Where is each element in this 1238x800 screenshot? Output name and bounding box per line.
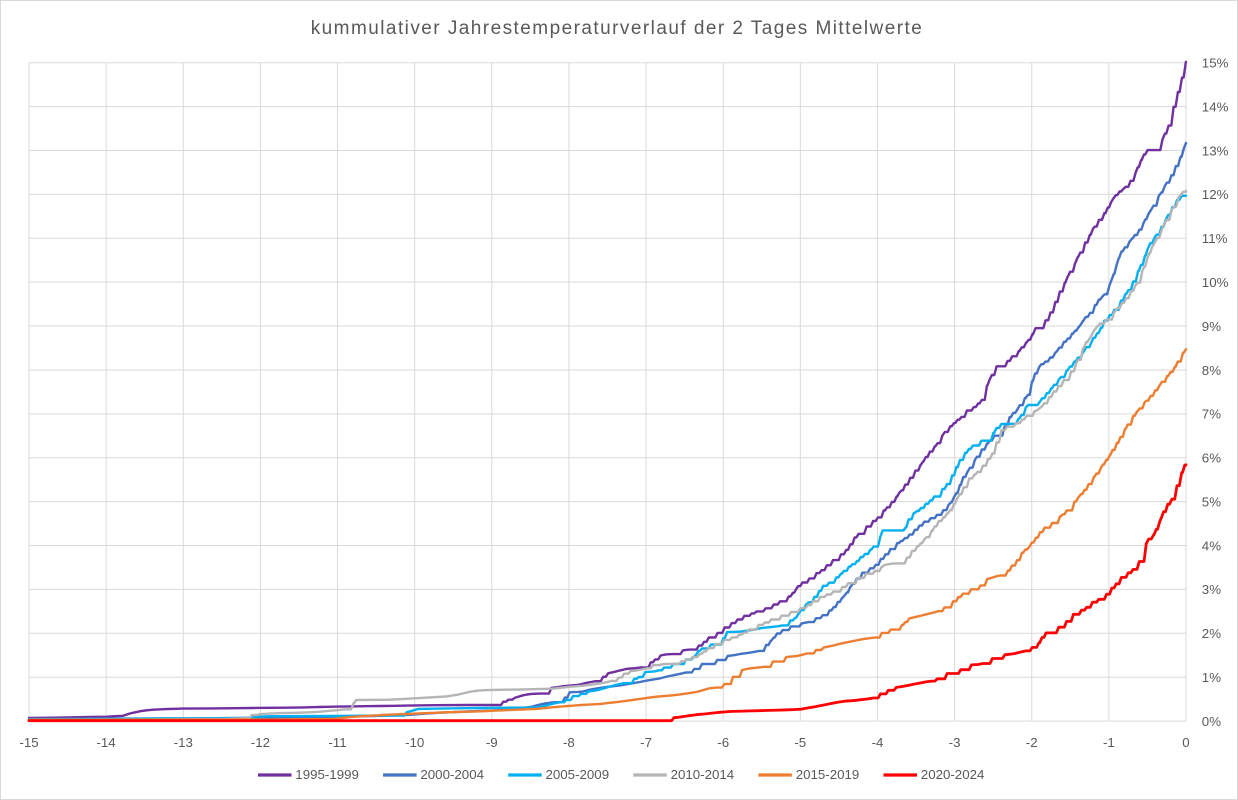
svg-text:2000-2004: 2000-2004: [420, 767, 484, 782]
svg-text:3%: 3%: [1202, 582, 1221, 597]
svg-text:-4: -4: [872, 735, 884, 750]
svg-text:14%: 14%: [1202, 99, 1229, 114]
svg-text:2%: 2%: [1202, 626, 1221, 641]
svg-text:5%: 5%: [1202, 494, 1221, 509]
svg-text:-5: -5: [794, 735, 806, 750]
svg-text:-10: -10: [405, 735, 424, 750]
svg-text:-8: -8: [563, 735, 575, 750]
svg-text:8%: 8%: [1202, 363, 1221, 378]
svg-text:-9: -9: [486, 735, 498, 750]
svg-text:2020-2024: 2020-2024: [921, 767, 985, 782]
svg-text:-7: -7: [640, 735, 652, 750]
svg-text:-14: -14: [96, 735, 115, 750]
svg-text:10%: 10%: [1202, 275, 1229, 290]
svg-text:-15: -15: [19, 735, 38, 750]
svg-text:-3: -3: [949, 735, 961, 750]
svg-text:6%: 6%: [1202, 451, 1221, 466]
svg-text:2010-2014: 2010-2014: [671, 767, 735, 782]
svg-text:15%: 15%: [1202, 56, 1229, 71]
svg-text:-11: -11: [328, 735, 346, 750]
svg-text:-13: -13: [174, 735, 193, 750]
svg-text:11%: 11%: [1202, 231, 1228, 246]
svg-text:12%: 12%: [1202, 187, 1229, 202]
svg-text:-6: -6: [717, 735, 729, 750]
svg-text:1%: 1%: [1202, 670, 1221, 685]
svg-text:0%: 0%: [1202, 714, 1221, 729]
svg-text:kummulativer Jahrestemperaturv: kummulativer Jahrestemperaturverlauf der…: [311, 18, 924, 39]
svg-text:-1: -1: [1103, 735, 1115, 750]
svg-text:7%: 7%: [1202, 407, 1221, 422]
svg-text:4%: 4%: [1202, 538, 1221, 553]
svg-text:9%: 9%: [1202, 319, 1221, 334]
svg-text:2005-2009: 2005-2009: [546, 767, 610, 782]
svg-text:0: 0: [1182, 735, 1189, 750]
svg-text:-12: -12: [251, 735, 270, 750]
svg-text:2015-2019: 2015-2019: [796, 767, 860, 782]
svg-text:13%: 13%: [1202, 143, 1229, 158]
svg-text:-2: -2: [1026, 735, 1038, 750]
svg-text:1995-1999: 1995-1999: [295, 767, 359, 782]
